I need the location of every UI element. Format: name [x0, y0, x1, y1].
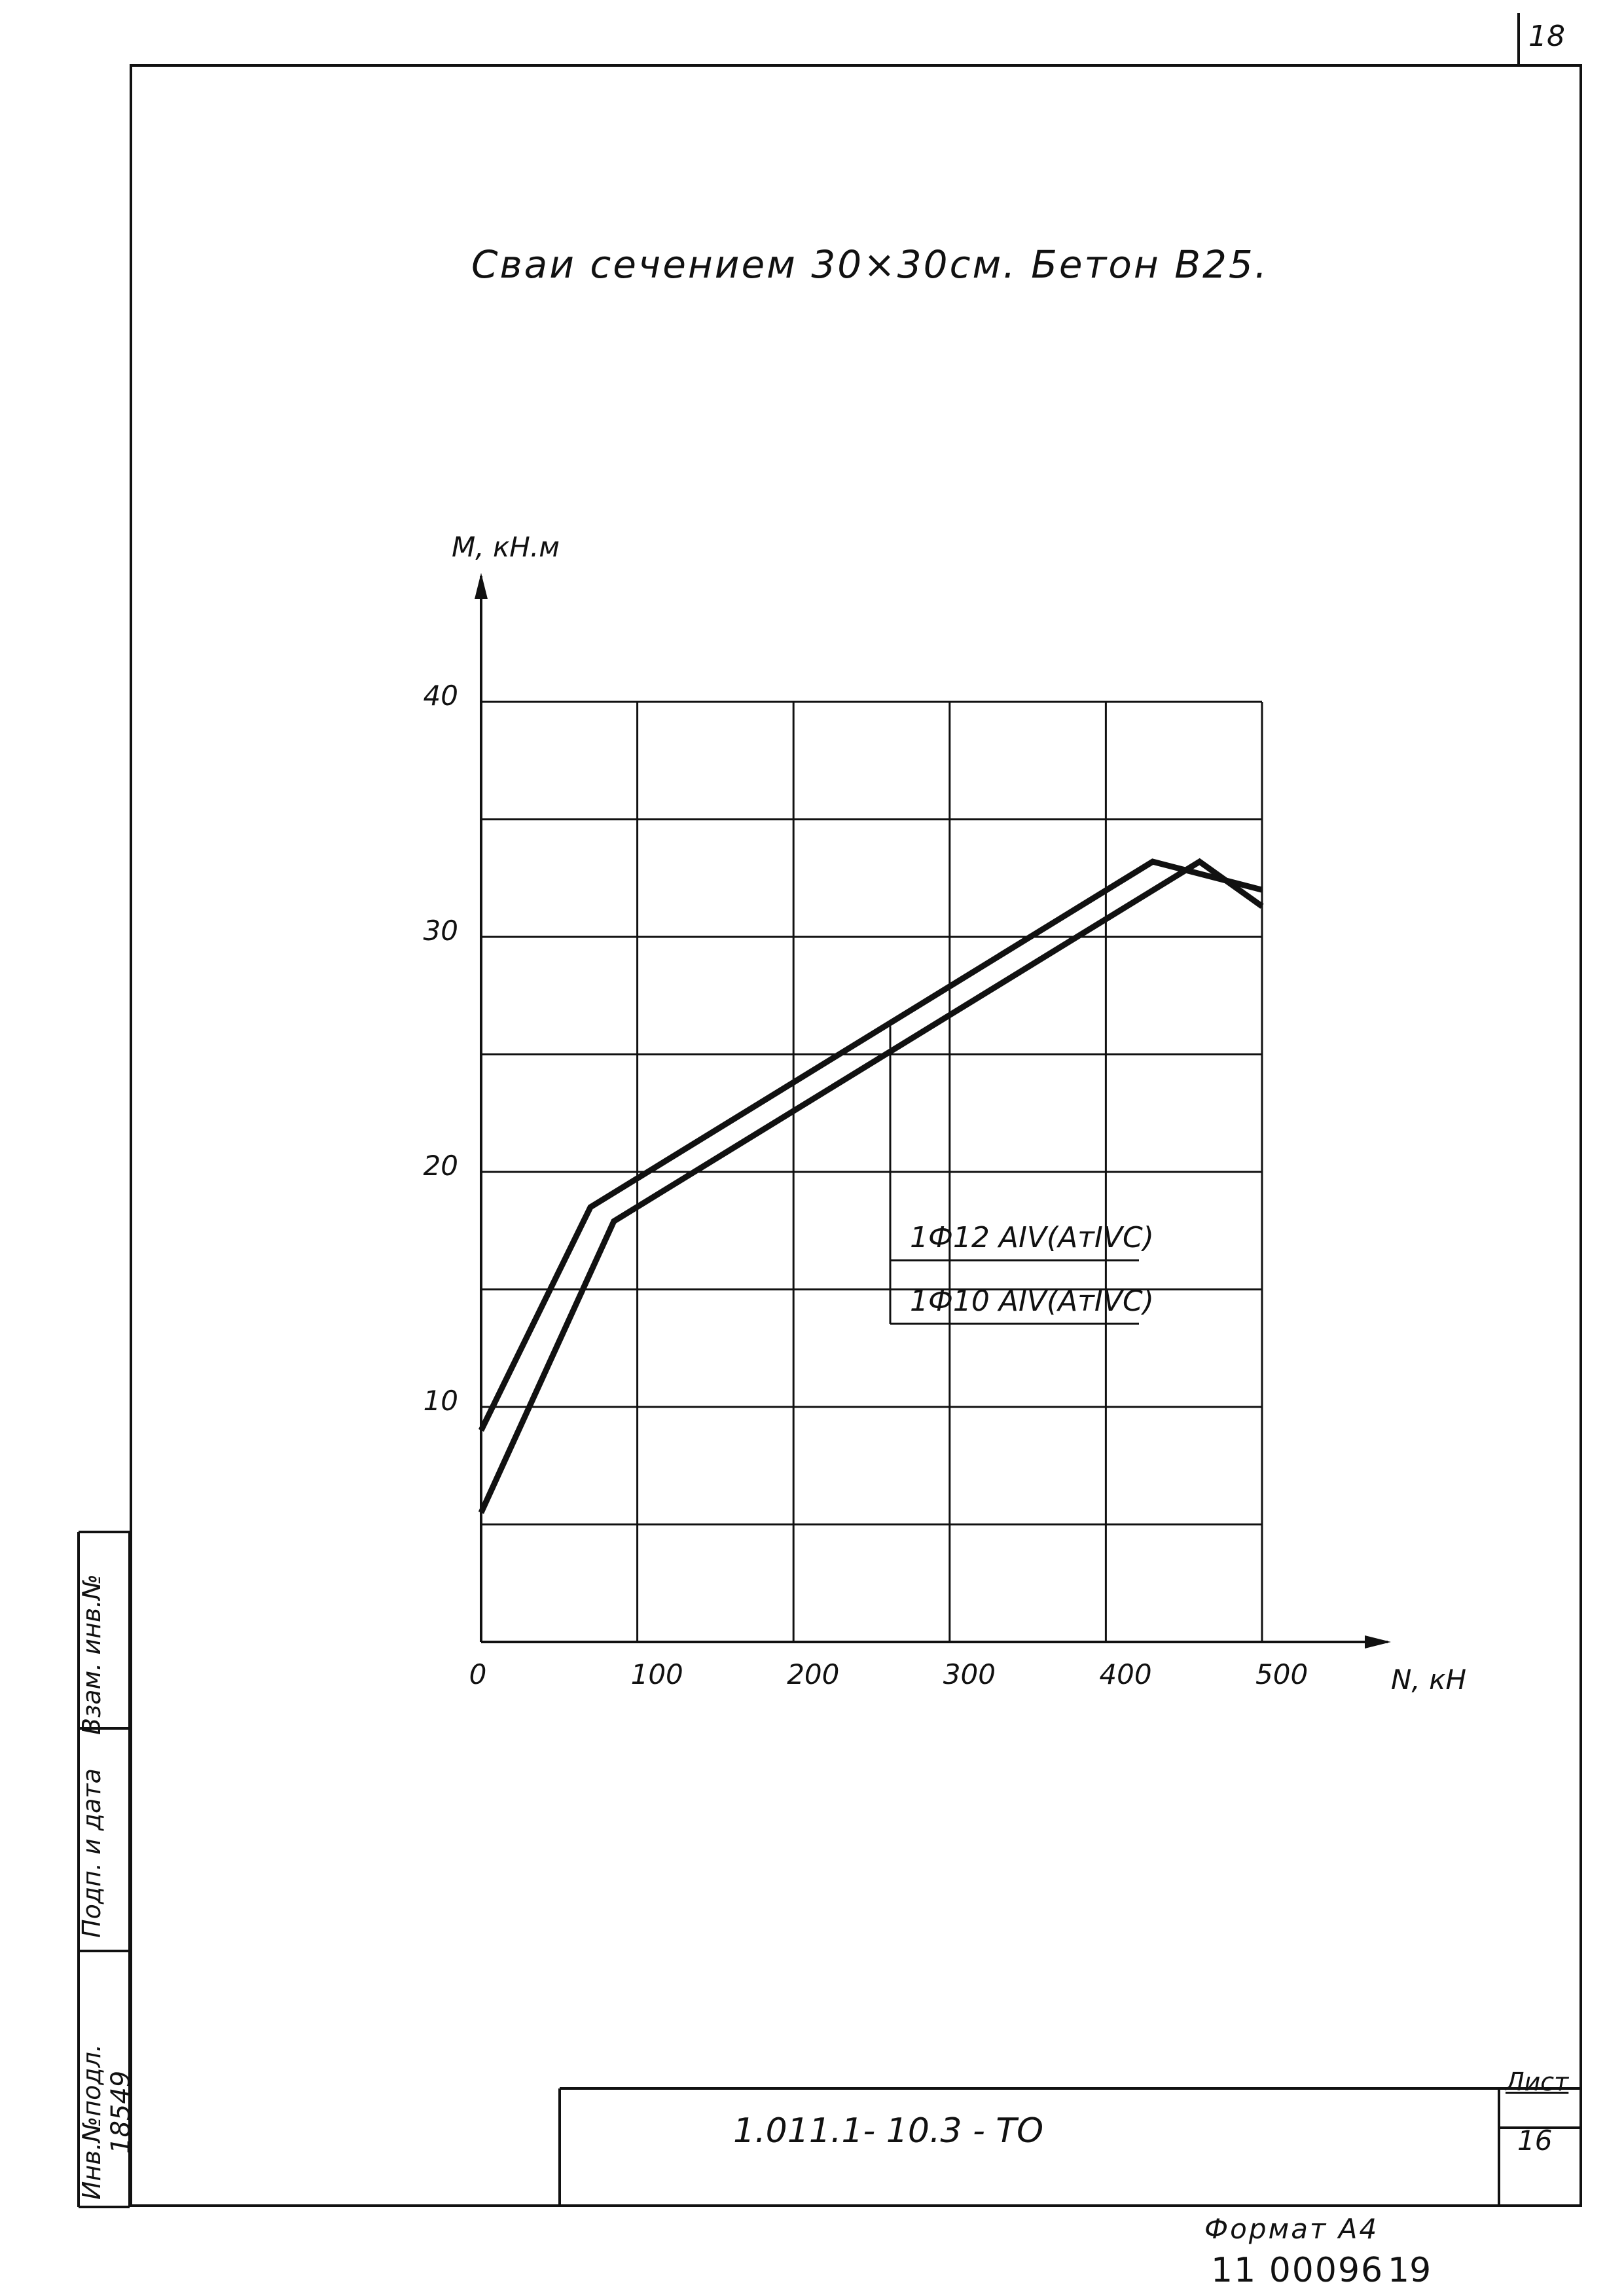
- x-tick-label: 300: [943, 1658, 996, 1690]
- legend-label-2: 1Ф10 АIV(АтIVC): [910, 1285, 1154, 1318]
- y-axis-label: М, кН.м: [452, 531, 560, 563]
- legend-label-1: 1Ф12 АIV(АтIVC): [910, 1221, 1154, 1254]
- y-axis-arrow: [475, 573, 488, 599]
- y-tick-label: 20: [424, 1150, 458, 1182]
- stamp-podp-data-label: Подп. и дата: [77, 1768, 106, 1938]
- series-line-2: [478, 858, 1264, 1514]
- drawing-frame: [130, 64, 1582, 2207]
- sheet-number: 16: [1517, 2124, 1553, 2157]
- x-axis-arrow: [1365, 1635, 1391, 1649]
- y-tick-label: 10: [424, 1385, 458, 1417]
- stamp-inv-podl-label: Инв.№подл.: [77, 2043, 106, 2200]
- chart-tick-labels: 0 100 200 300 400 500 10 20 30 40: [424, 680, 1308, 1690]
- y-tick-label: 30: [424, 915, 458, 947]
- format-label: Формат А4: [1204, 2213, 1379, 2245]
- title-block: [558, 2087, 1582, 2207]
- chart-grid: [481, 701, 1263, 1642]
- sheet-top-number: 18: [1528, 20, 1565, 53]
- archive-page-number: 19: [1388, 2251, 1432, 2290]
- page-title: Сваи сечением 30×30см. Бетон В25.: [471, 242, 1269, 287]
- x-axis-label: N, кН: [1391, 1664, 1466, 1696]
- side-stamp: [77, 1531, 131, 2208]
- stamp-inv-number: 18549: [106, 2070, 136, 2154]
- series-line-1: [478, 858, 1263, 1432]
- stamp-vzam-inv-label: Взам. инв.№: [77, 1574, 106, 1735]
- x-tick-label: 500: [1255, 1658, 1308, 1690]
- chart-legend: 1Ф12 АIV(АтIVC) 1Ф10 АIV(АтIVC): [889, 1026, 1154, 1325]
- document-code: 1.011.1- 10.3 - ТО: [733, 2111, 1044, 2151]
- x-tick-label: 200: [787, 1658, 839, 1690]
- chart-axes: М, кН.м N, кН: [452, 531, 1466, 1696]
- sheet-label: Лист: [1506, 2068, 1569, 2096]
- archive-number: 11 00096: [1211, 2251, 1384, 2290]
- chart-series: [478, 858, 1264, 1514]
- x-tick-label: 0: [469, 1658, 487, 1690]
- sheet-number-divider: [1517, 13, 1520, 65]
- y-tick-label: 40: [424, 680, 458, 712]
- x-tick-label: 100: [631, 1658, 683, 1690]
- x-tick-label: 400: [1099, 1658, 1151, 1690]
